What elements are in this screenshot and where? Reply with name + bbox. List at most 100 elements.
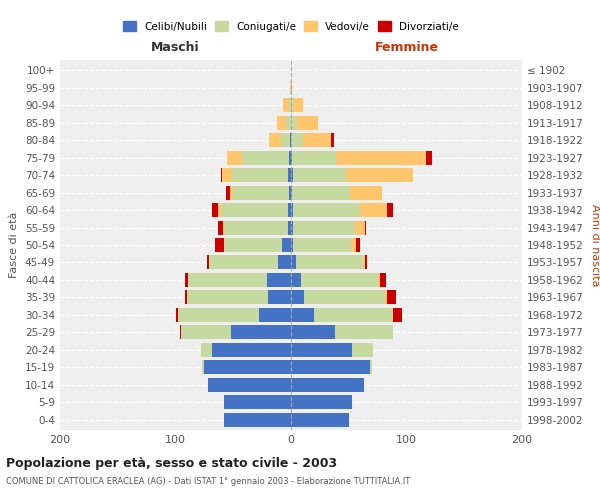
Bar — [282, 238, 291, 252]
Bar — [185, 273, 188, 287]
Bar — [223, 220, 224, 234]
Bar — [202, 360, 205, 374]
Bar — [291, 186, 292, 200]
Bar — [293, 220, 355, 234]
Bar — [230, 186, 233, 200]
Bar — [365, 220, 366, 234]
Bar — [297, 116, 317, 130]
Bar — [180, 326, 181, 339]
Bar — [233, 186, 289, 200]
Bar — [286, 116, 291, 130]
Bar — [291, 395, 352, 409]
Bar — [181, 326, 231, 339]
Bar — [232, 168, 287, 182]
Bar — [227, 151, 242, 164]
Bar — [185, 290, 187, 304]
Bar — [205, 360, 291, 374]
Bar — [291, 342, 352, 356]
Bar — [178, 308, 259, 322]
Bar — [222, 168, 232, 182]
Bar — [291, 220, 293, 234]
Bar — [292, 186, 350, 200]
Bar — [377, 273, 380, 287]
Bar — [291, 412, 349, 426]
Bar — [335, 326, 392, 339]
Bar — [206, 256, 209, 270]
Bar — [224, 220, 287, 234]
Bar — [380, 273, 386, 287]
Bar — [293, 203, 360, 217]
Bar — [176, 308, 178, 322]
Bar — [291, 168, 293, 182]
Bar — [291, 81, 292, 95]
Bar — [224, 395, 291, 409]
Bar — [212, 342, 291, 356]
Bar — [426, 151, 432, 164]
Bar — [293, 168, 346, 182]
Bar — [242, 151, 289, 164]
Bar — [287, 220, 291, 234]
Bar — [351, 238, 356, 252]
Bar — [362, 256, 365, 270]
Bar — [218, 203, 221, 217]
Bar — [360, 203, 387, 217]
Text: Popolazione per età, sesso e stato civile - 2003: Popolazione per età, sesso e stato civil… — [6, 458, 337, 470]
Bar — [281, 134, 290, 147]
Bar — [291, 116, 297, 130]
Bar — [291, 98, 293, 112]
Bar — [392, 308, 402, 322]
Legend: Celibi/Nubili, Coniugati/e, Vedovi/e, Divorziati/e: Celibi/Nubili, Coniugati/e, Vedovi/e, Di… — [119, 17, 463, 36]
Bar — [289, 98, 291, 112]
Bar — [296, 256, 362, 270]
Bar — [267, 273, 291, 287]
Bar — [268, 290, 291, 304]
Bar — [221, 168, 222, 182]
Y-axis label: Anni di nascita: Anni di nascita — [590, 204, 600, 286]
Bar — [224, 238, 282, 252]
Y-axis label: Fasce di età: Fasce di età — [10, 212, 19, 278]
Bar — [387, 203, 392, 217]
Bar — [346, 168, 413, 182]
Bar — [291, 273, 301, 287]
Bar — [224, 412, 291, 426]
Bar — [215, 238, 224, 252]
Bar — [314, 308, 392, 322]
Bar — [290, 134, 291, 147]
Bar — [221, 203, 287, 217]
Bar — [212, 203, 218, 217]
Bar — [302, 134, 331, 147]
Bar — [356, 238, 360, 252]
Bar — [336, 151, 426, 164]
Bar — [355, 220, 365, 234]
Bar — [350, 186, 382, 200]
Bar — [291, 238, 293, 252]
Bar — [231, 326, 291, 339]
Bar — [208, 378, 291, 392]
Bar — [291, 378, 364, 392]
Text: Maschi: Maschi — [151, 41, 200, 54]
Bar — [301, 273, 377, 287]
Bar — [226, 186, 230, 200]
Bar — [331, 134, 334, 147]
Bar — [209, 256, 278, 270]
Bar — [387, 290, 396, 304]
Bar — [293, 238, 351, 252]
Bar — [291, 134, 302, 147]
Bar — [218, 220, 223, 234]
Bar — [291, 326, 335, 339]
Bar — [277, 116, 286, 130]
Bar — [188, 273, 267, 287]
Bar — [291, 151, 292, 164]
Bar — [370, 360, 372, 374]
Bar — [269, 134, 281, 147]
Bar — [304, 290, 385, 304]
Bar — [289, 186, 291, 200]
Text: COMUNE DI CATTOLICA ERACLEA (AG) - Dati ISTAT 1° gennaio 2003 - Elaborazione TUT: COMUNE DI CATTOLICA ERACLEA (AG) - Dati … — [6, 478, 410, 486]
Bar — [293, 98, 302, 112]
Bar — [187, 290, 268, 304]
Bar — [283, 98, 289, 112]
Bar — [385, 290, 387, 304]
Bar — [287, 168, 291, 182]
Bar — [291, 290, 304, 304]
Bar — [352, 342, 373, 356]
